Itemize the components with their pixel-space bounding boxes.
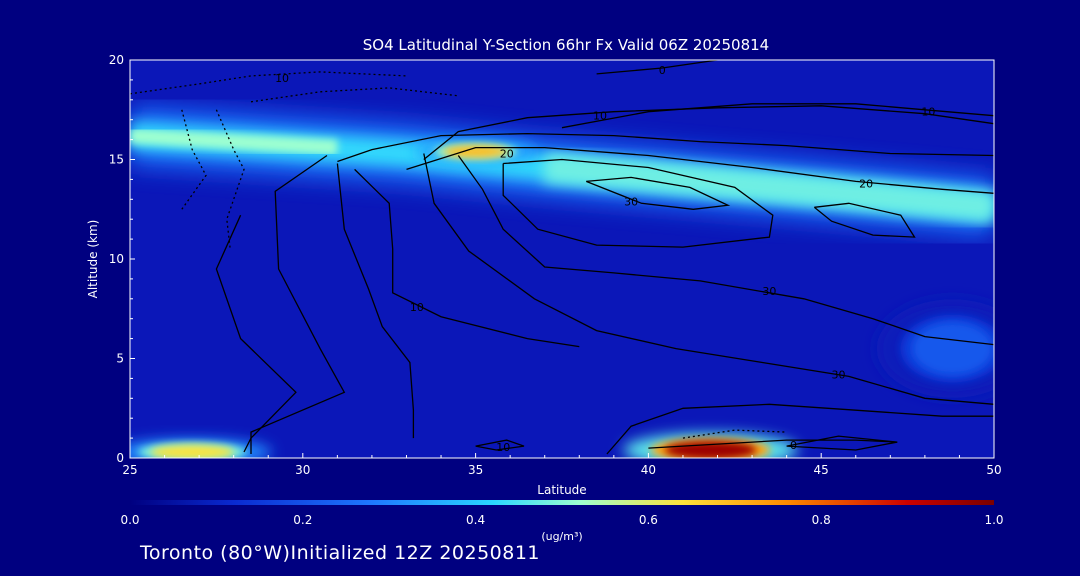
y-axis: 0 5 10 15 20: [109, 53, 135, 465]
x-tick-label: 50: [986, 463, 1001, 477]
colorbar-tick-label: 0.6: [639, 513, 658, 527]
contour-line-10: [250, 154, 346, 454]
x-tick-label: 30: [295, 463, 310, 477]
mid-level-patch-core: [912, 322, 993, 375]
colorbar-tick-label: 0.4: [466, 513, 485, 527]
contour-line-10: [354, 168, 580, 348]
contour-label-10: 10: [410, 301, 424, 314]
colorbar: 0.0 0.2 0.4 0.6 0.8 1.0 (ug/m³): [120, 500, 1004, 543]
contour-line-10: [682, 429, 787, 439]
upper-band-core-west: [130, 127, 338, 156]
upper-band-core-east: [543, 152, 994, 223]
contour-label-30: 30: [831, 368, 845, 381]
surface-max-north-core: [664, 441, 757, 458]
colorbar-gradient: [130, 500, 994, 505]
contour-line-10: [215, 214, 297, 453]
contour-label-0: 0: [790, 439, 797, 452]
contour-line-30: [585, 176, 731, 210]
contour-label-20: 20: [500, 148, 514, 161]
contour-label-0: 0: [659, 64, 666, 77]
footer-caption: Toronto (80°W)Initialized 12Z 20250811: [140, 542, 541, 564]
contour-line-0: [648, 439, 898, 449]
y-tick-label: 20: [109, 53, 124, 67]
contour-line-20: [406, 146, 994, 194]
contour-line-20: [337, 132, 994, 163]
contour-label-30: 30: [624, 195, 638, 208]
contour-line-10: [130, 71, 407, 95]
colorbar-unit-label: (ug/m³): [541, 530, 582, 543]
y-axis-label: Altitude (km): [86, 220, 100, 299]
y-tick-label: 10: [109, 252, 124, 266]
x-axis: 25 30 35 40 45 50: [122, 453, 1002, 477]
colorbar-ticks: 0.0 0.2 0.4 0.6 0.8 1.0: [120, 513, 1003, 527]
x-tick-label: 25: [122, 463, 137, 477]
x-tick-label: 35: [468, 463, 483, 477]
colorbar-tick-label: 0.8: [812, 513, 831, 527]
contour-line-10: [561, 103, 994, 129]
contour-line-30: [813, 202, 916, 238]
contour-line-10: [336, 163, 415, 439]
contour-label-10: 10: [921, 106, 935, 119]
contour-label-30: 30: [762, 285, 776, 298]
x-tick-label: 40: [641, 463, 656, 477]
colorbar-tick-label: 0.2: [293, 513, 312, 527]
colorbar-tick-label: 1.0: [984, 513, 1003, 527]
contour-label-20: 20: [859, 177, 873, 190]
concentration-field: [130, 105, 994, 458]
contour-line-0: [786, 435, 898, 451]
contour-line-10: [475, 439, 525, 451]
y-tick-label: 5: [116, 352, 124, 366]
contour-line-30: [423, 153, 994, 405]
contour-line-10: [181, 109, 207, 210]
contour-label-10: 10: [496, 441, 510, 454]
contour-line-30: [502, 158, 774, 248]
tropopause-max-core: [443, 145, 508, 158]
contour-line-30: [457, 155, 994, 346]
surface-max-south-core: [150, 445, 235, 458]
contour-line-10: [215, 109, 245, 250]
y-tick-label: 15: [109, 153, 124, 167]
contour-line-10: [606, 403, 994, 455]
colorbar-tick-label: 0.0: [120, 513, 139, 527]
y-tick-label: 0: [116, 451, 124, 465]
contour-line-0: [596, 60, 718, 75]
x-axis-label: Latitude: [537, 483, 586, 497]
x-tick-label: 45: [814, 463, 829, 477]
contour-label-10: 10: [275, 72, 289, 85]
chart-title: SO4 Latitudinal Y-Section 66hr Fx Valid …: [363, 36, 769, 54]
